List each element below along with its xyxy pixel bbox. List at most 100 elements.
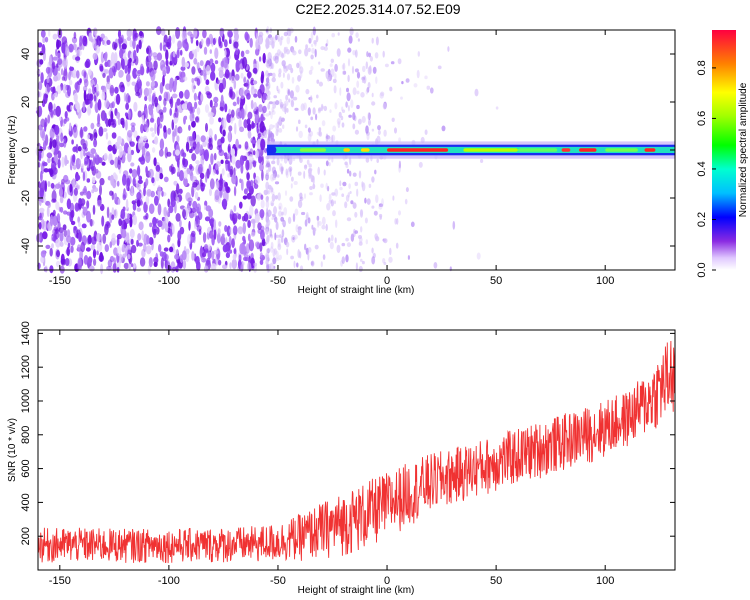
noise-speckle	[82, 101, 86, 113]
noise-speckle	[323, 105, 328, 112]
noise-speckle	[146, 189, 152, 197]
noise-speckle	[152, 216, 157, 227]
noise-speckle	[371, 205, 375, 209]
noise-speckle	[365, 61, 368, 70]
noise-speckle	[347, 74, 350, 82]
noise-speckle	[77, 265, 82, 270]
noise-speckle	[42, 180, 46, 187]
noise-speckle	[87, 256, 93, 265]
noise-speckle	[266, 95, 271, 101]
noise-speckle	[377, 130, 381, 135]
x-tick-label: -50	[270, 575, 286, 587]
noise-speckle	[364, 197, 367, 204]
noise-speckle	[307, 127, 311, 133]
noise-speckle	[163, 247, 169, 252]
noise-speckle	[111, 65, 116, 73]
noise-speckle	[267, 184, 272, 190]
figure-title: C2E2.2025.314.07.52.E09	[295, 1, 460, 17]
noise-speckle	[52, 56, 58, 61]
noise-speckle	[289, 168, 292, 177]
noise-speckle	[276, 257, 280, 261]
noise-speckle	[149, 222, 153, 228]
noise-speckle	[43, 197, 47, 204]
noise-speckle	[274, 248, 277, 255]
noise-speckle	[120, 208, 126, 220]
noise-speckle	[141, 230, 144, 241]
noise-speckle	[308, 168, 313, 172]
noise-speckle	[154, 122, 157, 135]
noise-speckle	[124, 65, 128, 74]
noise-speckle	[37, 105, 43, 117]
noise-speckle	[200, 135, 206, 143]
noise-speckle	[74, 82, 79, 91]
noise-speckle	[145, 81, 150, 87]
noise-speckle	[342, 62, 346, 71]
noise-speckle	[192, 200, 198, 210]
noise-speckle	[260, 74, 264, 84]
noise-speckle	[169, 108, 172, 116]
noise-speckle	[375, 194, 379, 203]
noise-speckle	[316, 219, 320, 228]
noise-speckle	[113, 257, 117, 269]
noise-speckle	[295, 224, 299, 233]
noise-speckle	[195, 160, 200, 165]
noise-speckle	[49, 247, 53, 257]
noise-speckle	[221, 233, 225, 238]
noise-speckle	[282, 124, 285, 129]
noise-speckle	[148, 237, 154, 245]
noise-speckle	[67, 85, 71, 97]
noise-speckle	[240, 179, 244, 191]
noise-speckle	[307, 217, 311, 224]
noise-speckle	[76, 70, 80, 79]
noise-speckle	[119, 87, 125, 93]
noise-speckle	[104, 112, 107, 124]
noise-speckle	[132, 214, 138, 226]
y-tick-label: 600	[20, 459, 32, 477]
noise-speckle	[279, 101, 284, 108]
noise-speckle	[265, 200, 270, 209]
noise-speckle	[110, 159, 115, 165]
noise-speckle	[260, 194, 264, 200]
noise-speckle	[132, 38, 136, 50]
noise-speckle	[143, 121, 149, 131]
snr-frame	[37, 329, 676, 571]
noise-speckle	[220, 159, 224, 164]
noise-speckle	[311, 224, 314, 230]
noise-speckle	[447, 46, 450, 52]
noise-speckle	[146, 47, 150, 54]
noise-speckle	[339, 87, 342, 96]
noise-speckle	[165, 261, 171, 273]
noise-speckle	[158, 149, 164, 157]
noise-speckle	[167, 198, 171, 208]
noise-speckle	[44, 121, 47, 132]
noise-speckle	[83, 71, 87, 78]
x-tick-label: 100	[596, 575, 614, 587]
noise-speckle	[250, 218, 257, 224]
noise-speckle	[195, 39, 199, 47]
snr-x-label: Height of straight line (km)	[298, 585, 415, 596]
noise-speckle	[379, 213, 383, 218]
noise-speckle	[299, 196, 304, 202]
noise-speckle	[205, 122, 208, 133]
noise-speckle	[64, 154, 68, 167]
noise-speckle	[307, 47, 311, 53]
x-tick-label: -150	[49, 275, 71, 287]
noise-speckle	[346, 217, 352, 222]
noise-speckle	[137, 69, 143, 75]
noise-speckle	[341, 64, 345, 70]
noise-speckle	[59, 241, 64, 247]
noise-speckle	[171, 119, 175, 131]
noise-speckle	[210, 153, 214, 166]
noise-speckle	[221, 198, 228, 209]
noise-speckle	[355, 262, 358, 271]
noise-speckle	[43, 140, 47, 151]
noise-speckle	[159, 82, 164, 94]
noise-speckle	[307, 133, 312, 142]
noise-speckle	[336, 118, 341, 125]
noise-speckle	[286, 36, 291, 45]
noise-speckle	[206, 257, 211, 265]
noise-speckle	[304, 243, 307, 251]
noise-speckle	[251, 120, 255, 130]
noise-speckle	[360, 258, 363, 262]
noise-speckle	[205, 172, 208, 183]
